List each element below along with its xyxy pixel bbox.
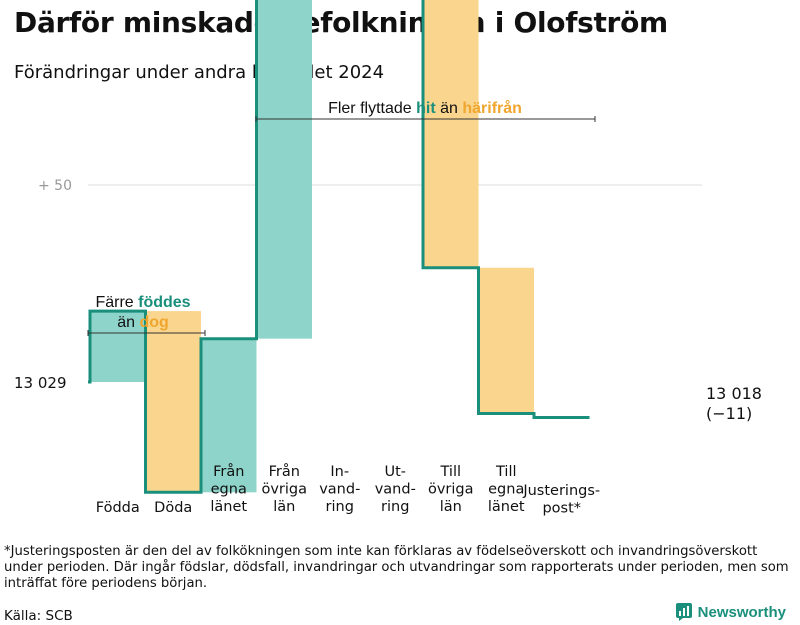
- x-category-label-2: Från egna länet: [210, 463, 247, 515]
- annotation-migration: Fler flyttade hit än härifrån: [328, 99, 522, 117]
- bar-7: [479, 267, 534, 414]
- end-value-label: 13 018 (−11): [706, 384, 762, 423]
- waterfall-chart: +100+ 50FöddaDödaFrånegnalänetFrånövriga…: [14, 0, 762, 517]
- source-label: Källa: SCB: [4, 608, 73, 624]
- start-value-label: 13 029: [14, 374, 67, 392]
- x-category-label-6: Till övriga län: [428, 464, 474, 515]
- annotation-born-died-line1: Färre föddes: [95, 294, 190, 311]
- bar-3: [257, 0, 312, 339]
- bar-0: [91, 311, 146, 382]
- x-category-label-8: Justerings-post*: [522, 483, 600, 517]
- newsworthy-logo-icon: [675, 603, 692, 621]
- annotation-born-died-line2: än dog: [117, 314, 169, 331]
- x-category-label-0: Födda: [96, 500, 140, 516]
- chart-title: Därför minskade befolkningen i Olofström: [14, 6, 668, 39]
- footnote: *Justeringsposten är den del av folkökni…: [4, 544, 789, 591]
- x-category-label-4: In-vand-ring: [319, 464, 360, 515]
- bar-1: [146, 311, 201, 493]
- x-category-label-3: Från övriga län: [261, 463, 307, 515]
- x-category-label-5: Ut-vand-ring: [375, 464, 416, 515]
- cumulative-line: [88, 0, 590, 494]
- x-category-label-1: Döda: [154, 500, 192, 516]
- y-tick-label-1: + 50: [38, 178, 72, 194]
- bar-6: [424, 0, 479, 268]
- bar-2: [202, 338, 257, 493]
- x-category-label-7: Till egna länet: [488, 464, 525, 515]
- brand-name: Newsworthy: [697, 603, 786, 621]
- brand-logo: Newsworthy: [675, 601, 786, 623]
